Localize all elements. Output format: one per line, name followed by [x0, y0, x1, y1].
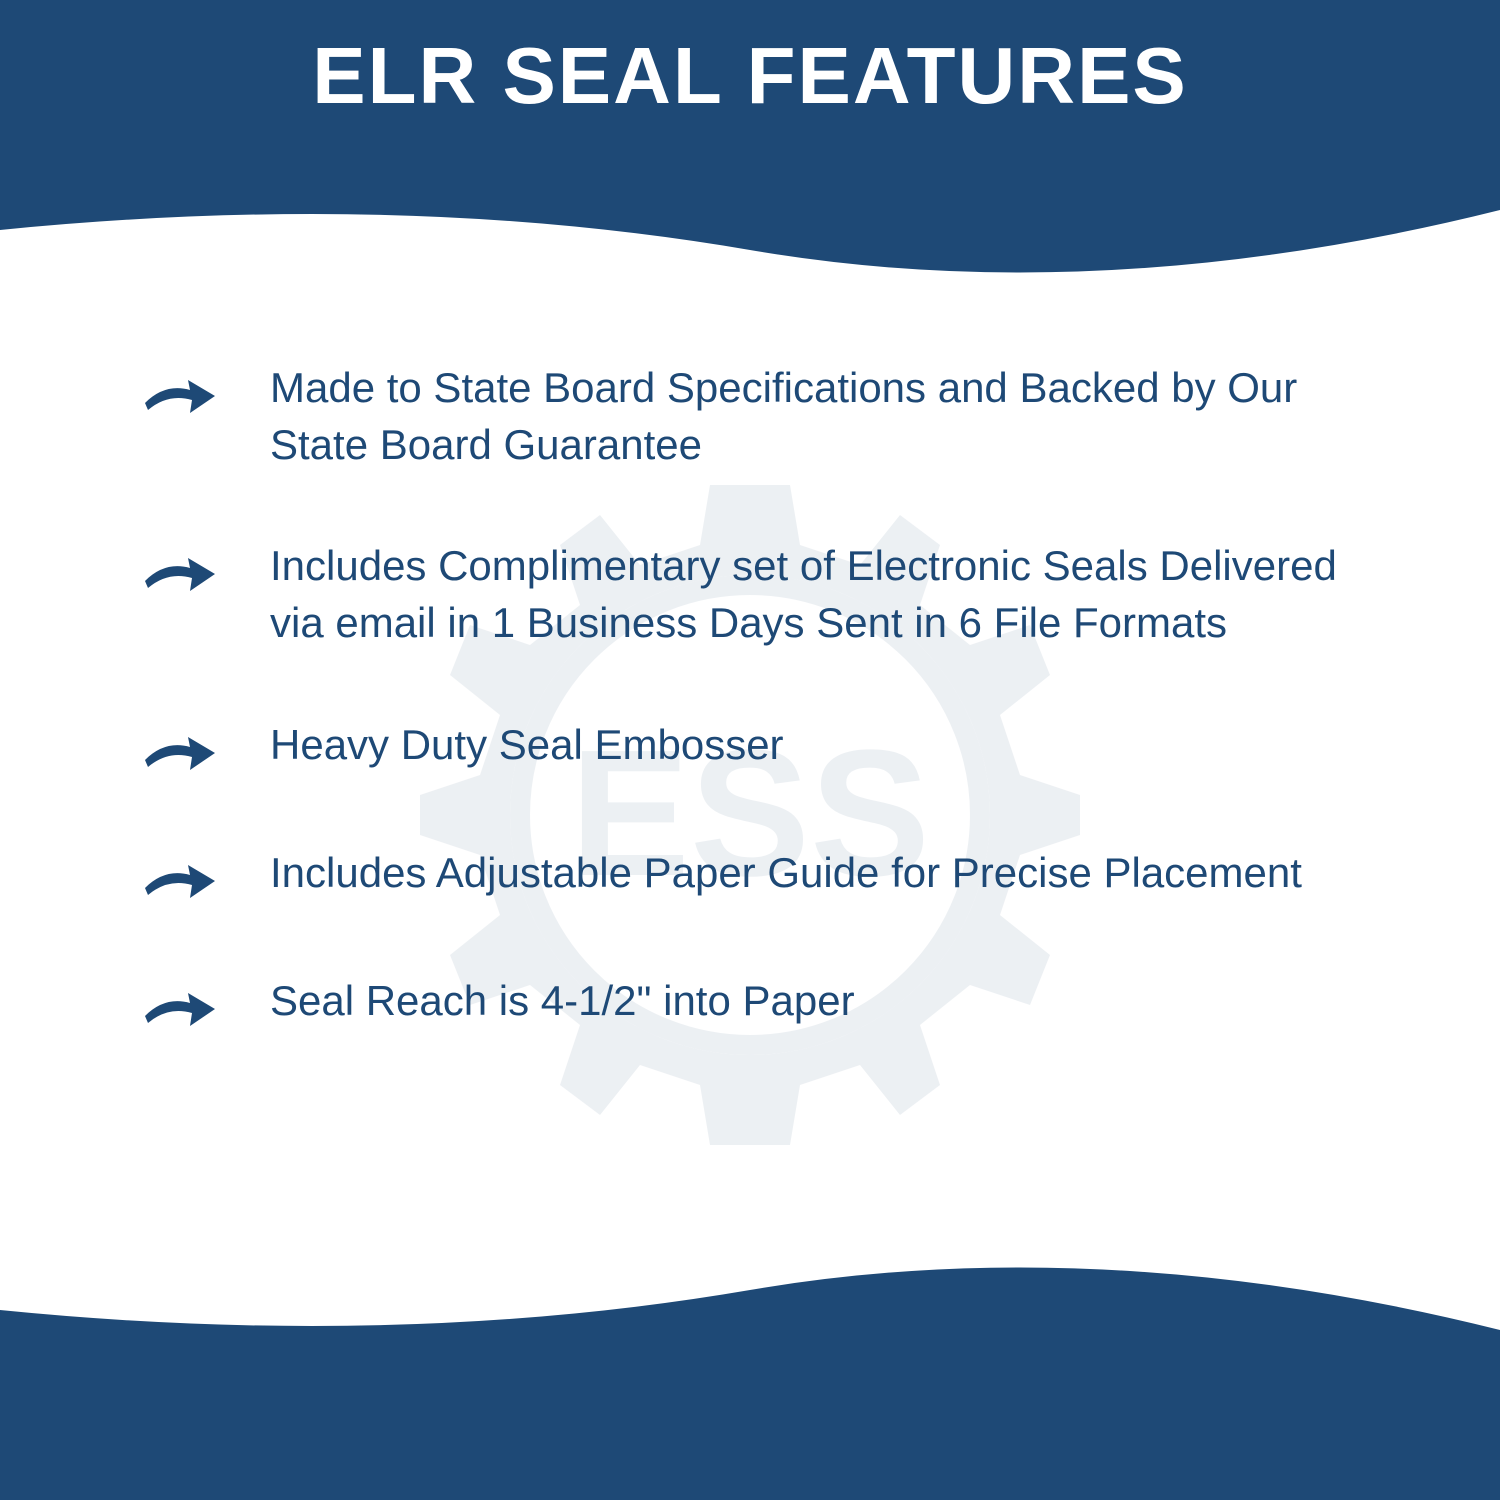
page-title: ELR SEAL FEATURES — [0, 0, 1500, 122]
feature-item: Includes Adjustable Paper Guide for Prec… — [140, 845, 1400, 908]
arrow-icon — [140, 853, 220, 908]
feature-text: Includes Complimentary set of Electronic… — [270, 538, 1400, 651]
content-area: ESS Made to State Board Specifications a… — [0, 280, 1500, 1330]
features-list: Made to State Board Specifications and B… — [0, 280, 1500, 1141]
arrow-icon — [140, 725, 220, 780]
feature-text: Includes Adjustable Paper Guide for Prec… — [270, 845, 1302, 902]
feature-item: Includes Complimentary set of Electronic… — [140, 538, 1400, 651]
feature-item: Made to State Board Specifications and B… — [140, 360, 1400, 473]
feature-text: Made to State Board Specifications and B… — [270, 360, 1400, 473]
feature-text: Seal Reach is 4-1/2" into Paper — [270, 973, 855, 1030]
bottom-wave-decoration — [0, 1200, 1500, 1400]
arrow-icon — [140, 981, 220, 1036]
arrow-icon — [140, 546, 220, 601]
feature-text: Heavy Duty Seal Embosser — [270, 717, 784, 774]
arrow-icon — [140, 368, 220, 423]
feature-item: Seal Reach is 4-1/2" into Paper — [140, 973, 1400, 1036]
top-wave-decoration — [0, 140, 1500, 340]
feature-item: Heavy Duty Seal Embosser — [140, 717, 1400, 780]
infographic-container: ELR SEAL FEATURES ESS Made to State Boar… — [0, 0, 1500, 1500]
